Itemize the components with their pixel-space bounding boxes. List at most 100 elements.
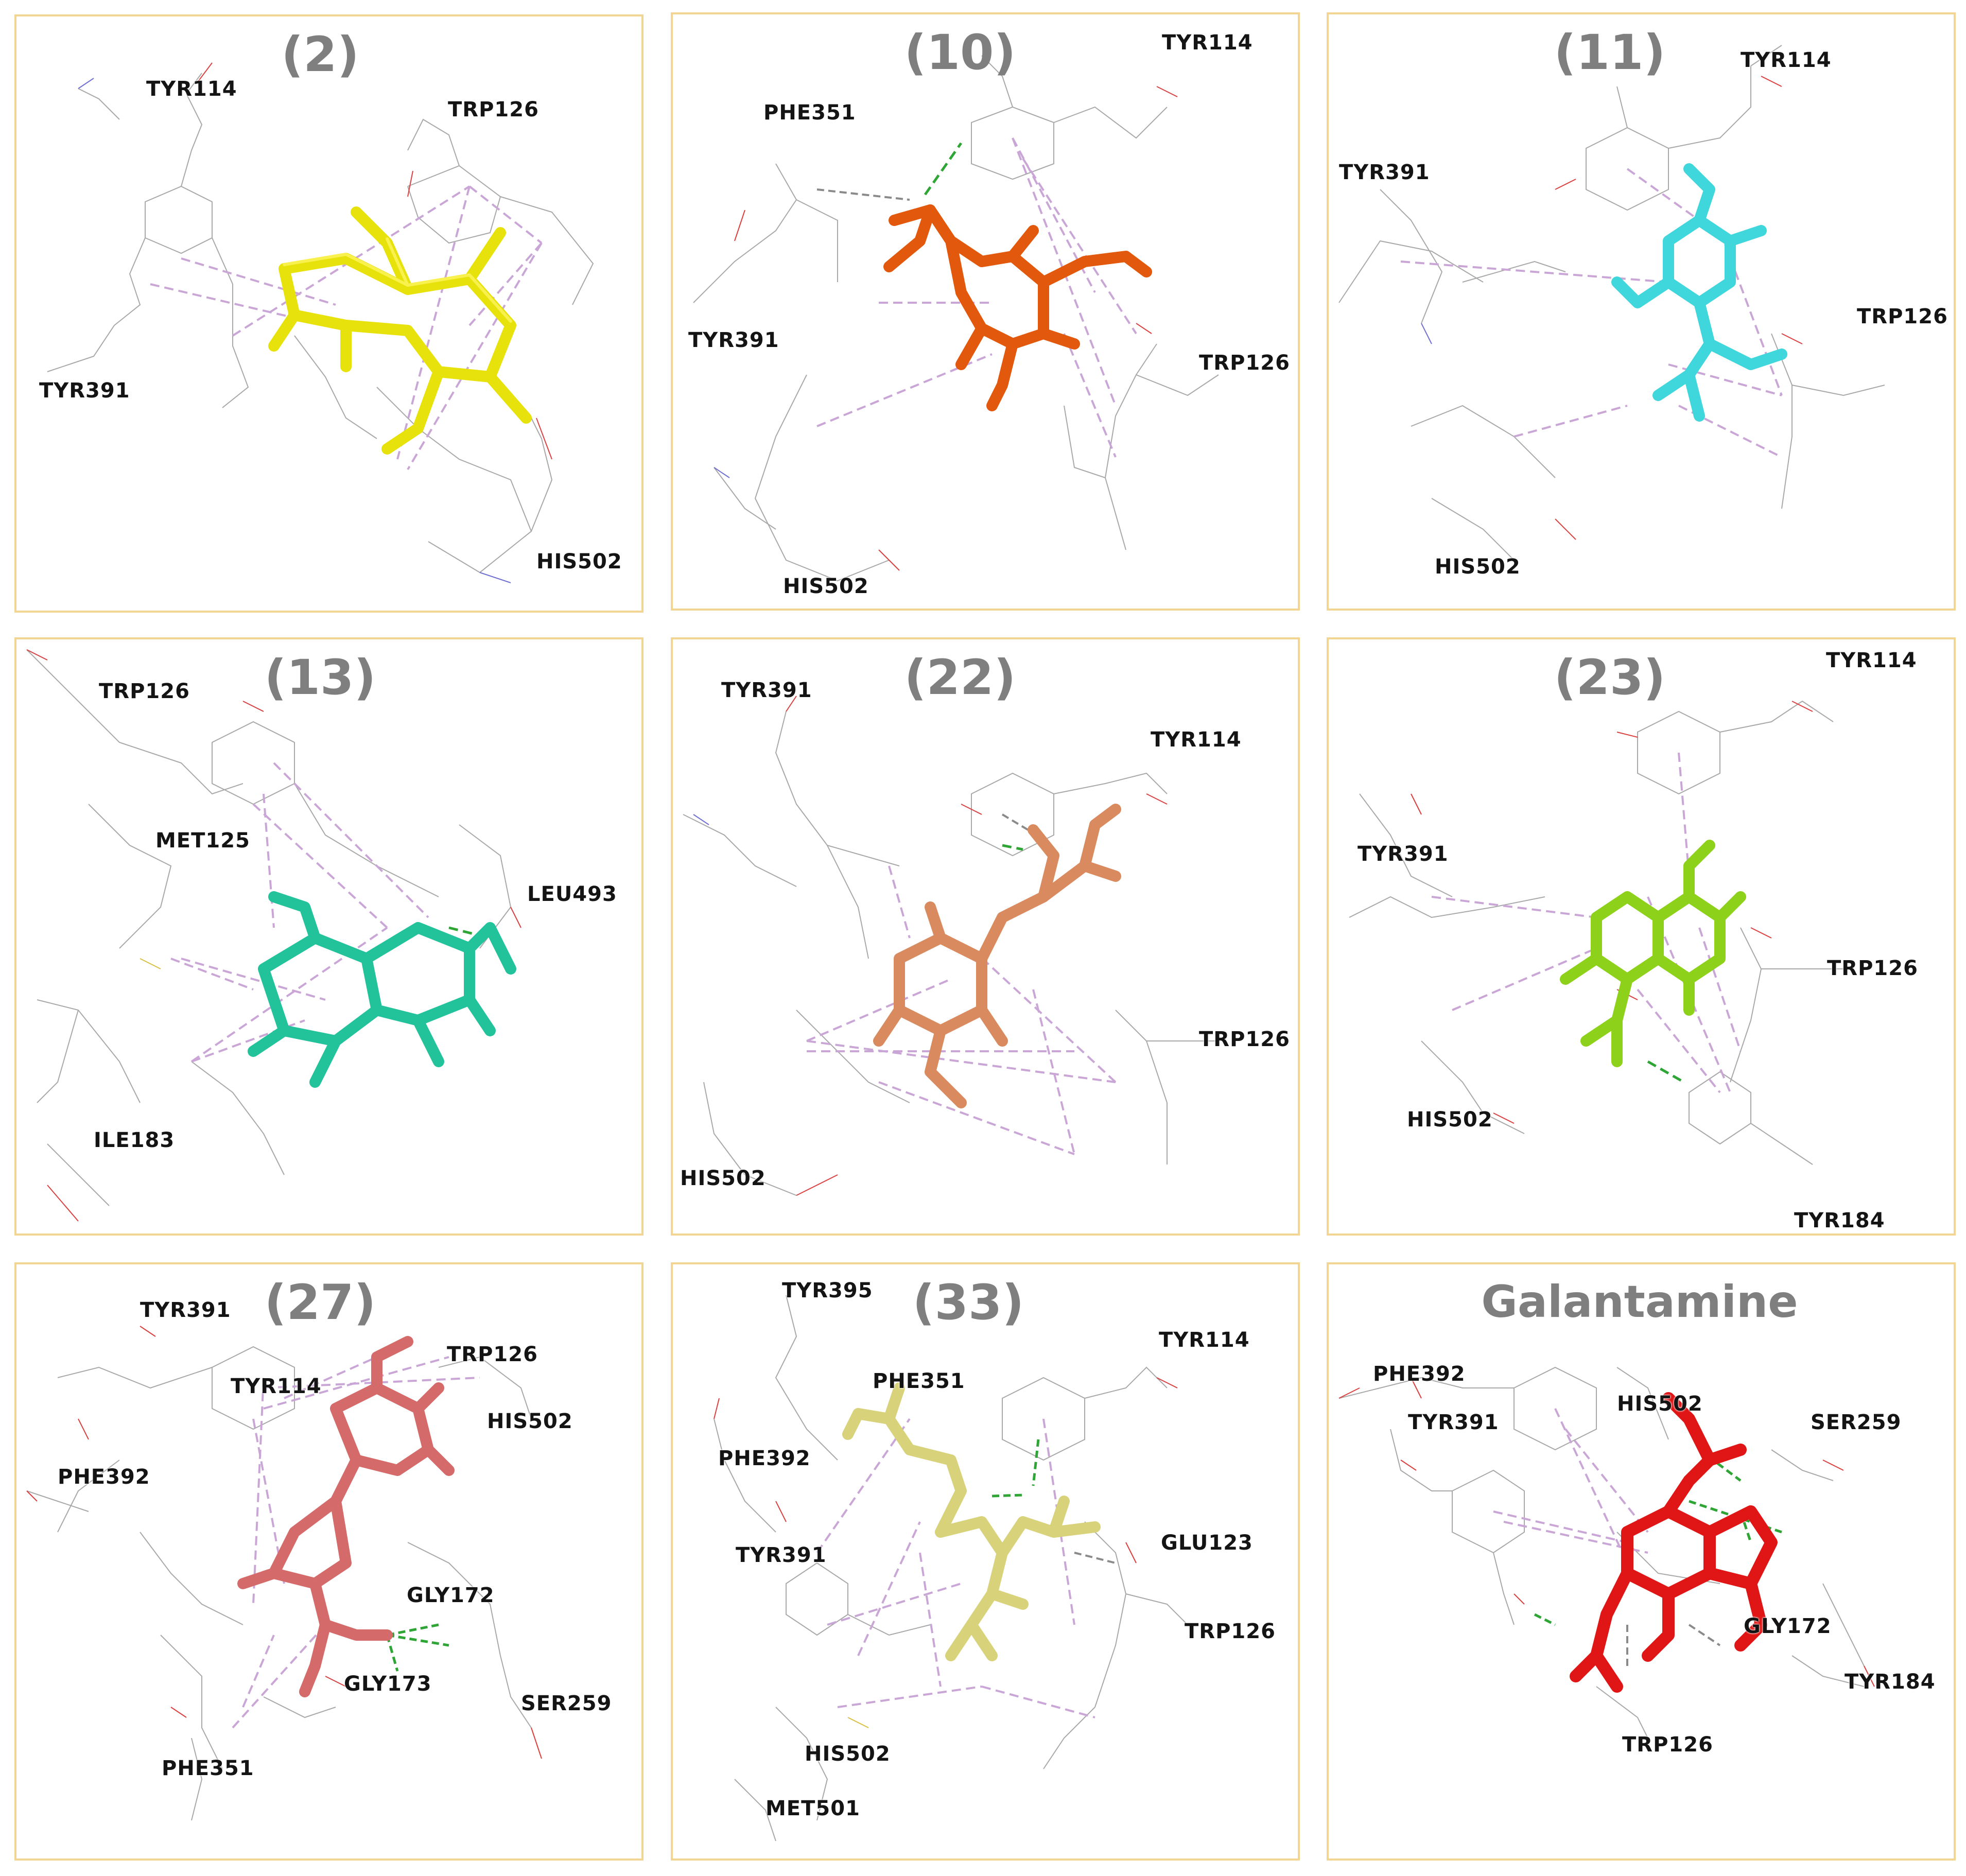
ligand-stick-model	[1560, 840, 1746, 1067]
receptor-wireframe	[1349, 700, 1843, 1165]
residue-label: TYR391	[1358, 842, 1449, 866]
residue-label: GLU123	[1161, 1531, 1253, 1555]
residue-label: HIS502	[680, 1167, 766, 1190]
h-bond	[1534, 1449, 1782, 1626]
ligand-stick-model	[873, 804, 1121, 1108]
residue-label: HIS502	[1435, 555, 1521, 579]
pi-interactions	[170, 762, 429, 1063]
residue-label: MET501	[765, 1797, 860, 1820]
panel-title: (10)	[904, 25, 1016, 81]
residue-label: TRP126	[99, 680, 190, 703]
ligand-stick-model	[268, 206, 532, 455]
panel-compound-27: (27) TYR391 TRP126 TYR114 HIS502 PHE392 …	[14, 1262, 643, 1861]
residue-label: TYR114	[1159, 1328, 1250, 1352]
h-bond	[991, 1439, 1040, 1498]
residue-label: TYR184	[1794, 1209, 1885, 1232]
docking-scene	[693, 55, 1219, 582]
panel-compound-22: (22) TYR391 TYR114 TRP126 HIS502	[671, 637, 1300, 1236]
residue-label: HIS502	[805, 1742, 891, 1766]
docking-scene	[47, 62, 594, 583]
residue-label: TRP126	[1827, 957, 1918, 980]
panel-title: (13)	[264, 650, 376, 706]
panel-compound-13: (13) TRP126 MET125 LEU493 ILE183	[14, 637, 643, 1236]
h-bond	[386, 1623, 449, 1672]
pi-interactions	[816, 137, 1137, 458]
panel-compound-2: (2) TYR114 TRP126 TYR391 HIS502	[14, 14, 643, 613]
residue-label: TRP126	[1199, 351, 1290, 375]
ligand-stick-model	[248, 891, 516, 1088]
residue-label: SER259	[1811, 1411, 1902, 1434]
residue-label: PHE351	[763, 101, 856, 125]
panel-title: Galantamine	[1481, 1276, 1798, 1328]
residue-label: TYR114	[146, 77, 237, 101]
panel-title: (11)	[1554, 25, 1666, 81]
residue-label: PHE392	[718, 1447, 811, 1470]
residue-label: TRP126	[1199, 1028, 1290, 1051]
receptor-wireframe	[1338, 1366, 1865, 1739]
panel-title: (27)	[264, 1275, 376, 1331]
panel-compound-33: (33) TYR395 TYR114 PHE351 PHE392 GLU123 …	[671, 1262, 1300, 1861]
panel-compound-23: (23) TYR114 TYR391 TRP126 HIS502 TYR184	[1327, 637, 1956, 1236]
docking-scene	[1349, 700, 1843, 1165]
residue-label: HIS502	[1617, 1392, 1703, 1416]
ch-bond	[816, 188, 910, 201]
residue-label: LEU493	[527, 882, 617, 906]
residue-label: TRP126	[448, 98, 539, 121]
residue-label: HIS502	[783, 575, 869, 598]
receptor-wire-heteroatoms	[1421, 76, 1803, 540]
residue-label: GLY172	[407, 1584, 495, 1607]
ligand-stick-model	[883, 204, 1152, 411]
pi-interactions	[1400, 168, 1783, 458]
receptor-wire-heteroatoms	[714, 1377, 1178, 1728]
ch-bond	[1001, 813, 1029, 831]
residue-label: TYR114	[1151, 728, 1242, 752]
residue-label: HIS502	[487, 1410, 573, 1433]
receptor-wire-heteroatoms	[26, 1326, 542, 1759]
receptor-wire-heteroatoms	[714, 86, 1178, 571]
residue-label: HIS502	[536, 550, 622, 574]
panel-title: (2)	[281, 27, 359, 83]
pi-interactions	[806, 865, 1117, 1155]
h-bond	[924, 142, 963, 196]
receptor-wireframe	[26, 649, 512, 1206]
ligand-stick-model	[1570, 1392, 1778, 1693]
residue-label: PHE392	[58, 1465, 150, 1489]
residue-label: TYR114	[1162, 31, 1253, 55]
docking-scene	[26, 1326, 542, 1821]
docking-scene	[683, 696, 1219, 1196]
residue-label: GLY172	[1744, 1614, 1832, 1638]
docking-scene	[26, 649, 521, 1222]
receptor-wireframe	[1338, 45, 1885, 561]
residue-label: TYR391	[1339, 161, 1430, 184]
ch-bond	[1074, 1552, 1116, 1564]
ligand-stick-model	[842, 1382, 1101, 1661]
docking-scene	[1338, 45, 1885, 561]
panel-galantamine: Galantamine PHE392 HIS502 SER259 TYR391 …	[1327, 1262, 1956, 1861]
ligand-highlight	[283, 237, 512, 323]
residue-label: GLY173	[344, 1672, 432, 1696]
ligand-stick-model	[237, 1336, 455, 1697]
receptor-wire-heteroatoms	[78, 62, 552, 583]
residue-label: TYR114	[1741, 48, 1832, 72]
residue-label: TYR391	[39, 379, 130, 403]
panel-compound-11: (11) TYR114 TYR391 TRP126 HIS502	[1327, 12, 1956, 611]
receptor-wireframe	[714, 1295, 1188, 1842]
panel-title: (23)	[1554, 650, 1666, 706]
residue-label: TRP126	[1622, 1733, 1713, 1757]
receptor-wireframe	[693, 55, 1219, 582]
residue-label: TYR395	[782, 1279, 873, 1302]
residue-label: PHE392	[1373, 1362, 1466, 1386]
residue-label: HIS502	[1407, 1108, 1493, 1132]
receptor-wireframe	[47, 73, 594, 574]
residue-label: SER259	[521, 1692, 612, 1715]
docking-scene	[1338, 1366, 1875, 1739]
residue-label: TRP126	[1185, 1620, 1276, 1643]
residue-label: TYR184	[1845, 1670, 1936, 1694]
receptor-wire-heteroatoms	[693, 696, 1168, 1196]
pi-interactions	[150, 185, 543, 471]
panel-title: (22)	[904, 650, 1016, 706]
residue-label: ILE183	[94, 1128, 175, 1152]
docking-scene	[714, 1295, 1188, 1842]
residue-label: MET125	[155, 829, 250, 853]
residue-label: TYR114	[231, 1375, 322, 1398]
